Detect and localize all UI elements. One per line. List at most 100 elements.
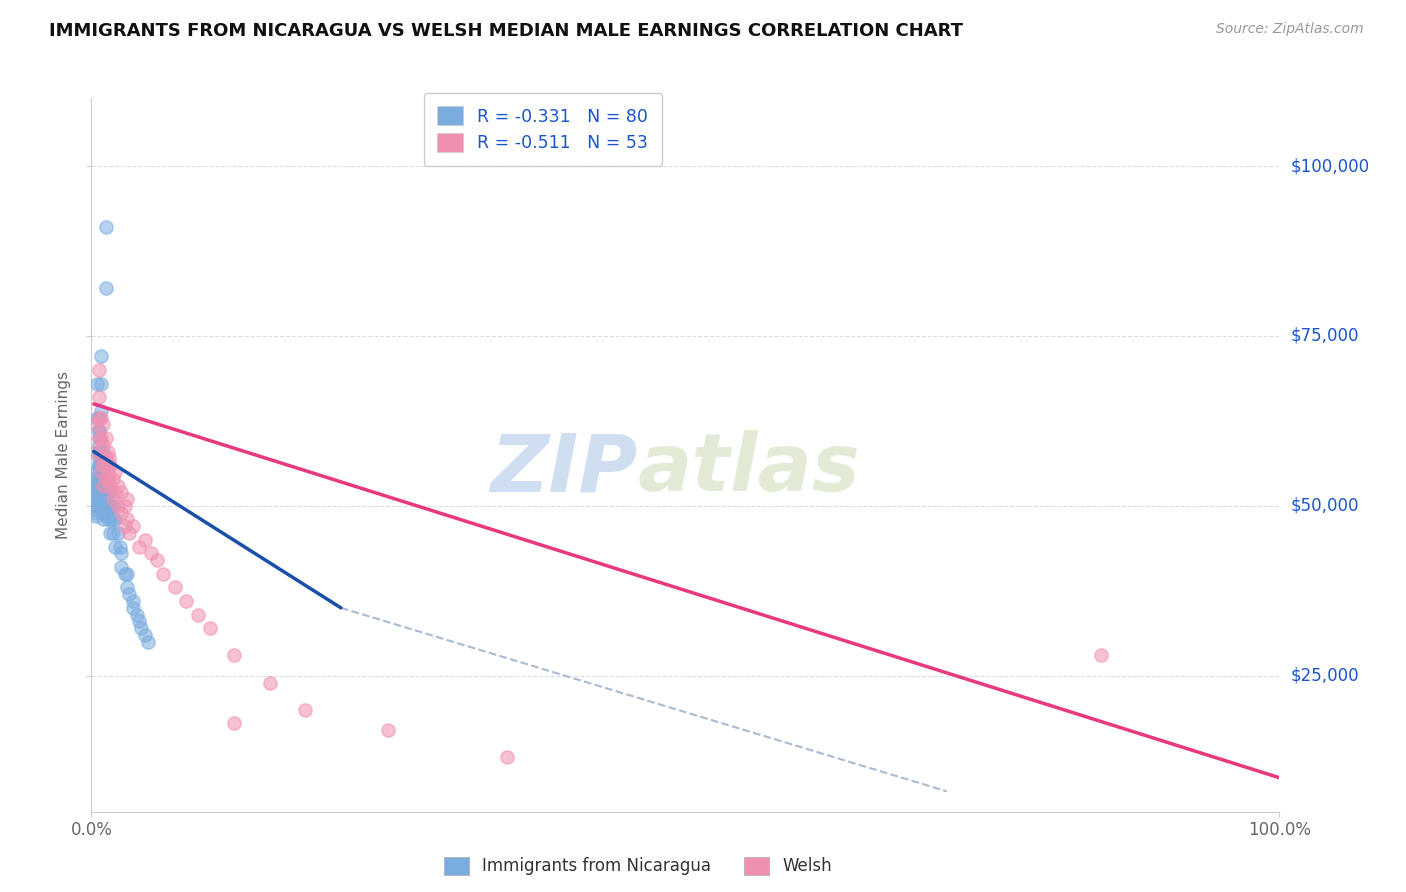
Point	[87, 424, 110, 438]
Point	[90, 465, 112, 479]
Point	[128, 615, 150, 629]
Point	[87, 410, 110, 425]
Point	[91, 492, 114, 507]
Point	[91, 417, 114, 432]
Point	[94, 281, 117, 295]
Point	[100, 478, 122, 492]
Point	[97, 444, 120, 458]
Point	[259, 675, 281, 690]
Point	[100, 458, 122, 472]
Point	[94, 472, 117, 486]
Point	[152, 566, 174, 581]
Point	[1090, 648, 1112, 663]
Point	[97, 499, 120, 513]
Point	[97, 472, 120, 486]
Point	[377, 723, 399, 738]
Point	[115, 581, 138, 595]
Point	[100, 485, 122, 500]
Point	[91, 512, 114, 526]
Point	[84, 509, 107, 524]
Text: $25,000: $25,000	[1291, 667, 1360, 685]
Point	[110, 546, 132, 560]
Point	[89, 472, 111, 486]
Text: $100,000: $100,000	[1291, 157, 1369, 175]
Point	[91, 458, 114, 472]
Point	[94, 499, 117, 513]
Point	[114, 499, 136, 513]
Point	[108, 540, 131, 554]
Point	[91, 444, 114, 458]
Point	[94, 472, 117, 486]
Point	[87, 363, 110, 377]
Point	[134, 533, 156, 547]
Point	[222, 648, 245, 663]
Point	[118, 587, 141, 601]
Point	[222, 716, 245, 731]
Point	[90, 485, 112, 500]
Point	[138, 635, 160, 649]
Point	[89, 458, 111, 472]
Point	[118, 526, 141, 541]
Text: ZIP: ZIP	[491, 430, 638, 508]
Point	[90, 472, 112, 486]
Point	[91, 478, 114, 492]
Point	[100, 512, 122, 526]
Point	[134, 628, 156, 642]
Point	[128, 540, 150, 554]
Point	[84, 475, 107, 489]
Legend: Immigrants from Nicaragua, Welsh: Immigrants from Nicaragua, Welsh	[437, 850, 839, 882]
Point	[84, 472, 107, 486]
Point	[98, 472, 121, 486]
Point	[87, 458, 110, 472]
Point	[122, 600, 145, 615]
Point	[91, 499, 114, 513]
Point	[90, 451, 112, 466]
Point	[87, 444, 110, 458]
Point	[122, 594, 145, 608]
Point	[91, 485, 114, 500]
Text: atlas: atlas	[638, 430, 860, 508]
Point	[87, 438, 110, 452]
Point	[84, 502, 107, 516]
Point	[114, 566, 136, 581]
Point	[101, 492, 124, 507]
Point	[84, 478, 107, 492]
Point	[98, 451, 121, 466]
Point	[87, 431, 110, 445]
Point	[100, 499, 122, 513]
Point	[94, 220, 117, 235]
Point	[90, 376, 112, 391]
Point	[87, 410, 110, 425]
Point	[125, 607, 148, 622]
Point	[84, 506, 107, 520]
Point	[84, 444, 107, 458]
Point	[94, 431, 117, 445]
Point	[90, 478, 112, 492]
Point	[97, 485, 120, 500]
Point	[91, 478, 114, 492]
Point	[90, 403, 112, 417]
Point	[294, 703, 316, 717]
Point	[107, 526, 129, 541]
Point	[94, 485, 117, 500]
Point	[115, 512, 138, 526]
Point	[100, 526, 122, 541]
Point	[110, 485, 132, 500]
Point	[84, 499, 107, 513]
Point	[107, 499, 129, 513]
Point	[104, 512, 127, 526]
Point	[90, 465, 112, 479]
Point	[114, 519, 136, 533]
Point	[122, 519, 145, 533]
Point	[90, 451, 112, 466]
Point	[496, 750, 519, 764]
Text: $75,000: $75,000	[1291, 327, 1360, 345]
Text: Source: ZipAtlas.com: Source: ZipAtlas.com	[1216, 22, 1364, 37]
Y-axis label: Median Male Earnings: Median Male Earnings	[56, 371, 70, 539]
Point	[90, 410, 112, 425]
Point	[87, 465, 110, 479]
Point	[115, 566, 138, 581]
Point	[87, 451, 110, 466]
Point	[90, 431, 112, 445]
Point	[91, 506, 114, 520]
